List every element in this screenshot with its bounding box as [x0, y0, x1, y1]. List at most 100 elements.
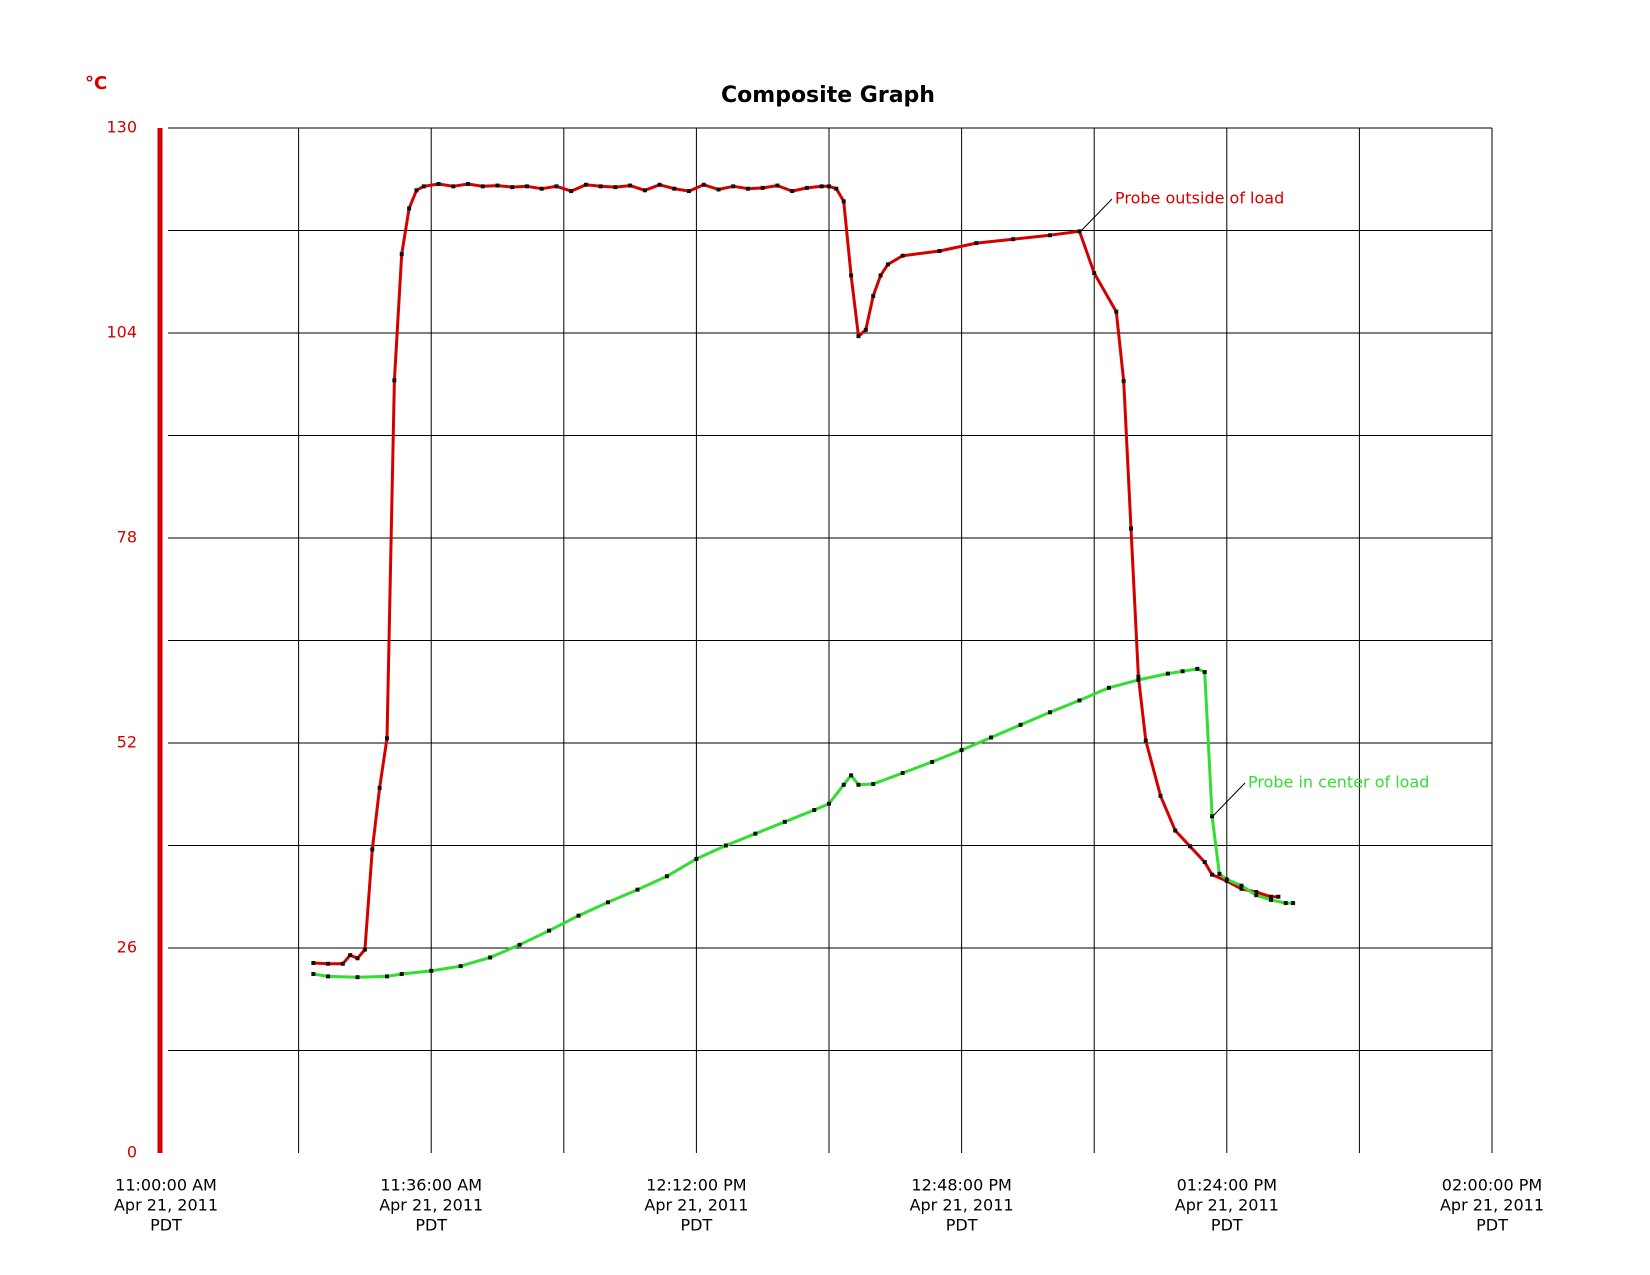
x-tick-label: PDT	[1211, 1216, 1243, 1235]
leader-line	[1079, 198, 1113, 233]
data-point	[466, 181, 471, 186]
data-point	[819, 184, 824, 189]
data-point	[429, 968, 434, 973]
data-point	[841, 199, 846, 204]
x-tick-label: PDT	[415, 1216, 447, 1235]
data-point	[959, 748, 964, 753]
data-point	[1291, 901, 1296, 906]
data-point	[1195, 666, 1200, 671]
chart-title: Composite Graph	[721, 83, 935, 108]
data-point	[1077, 229, 1082, 234]
y-tick-label: 0	[127, 1143, 137, 1162]
data-point	[370, 847, 375, 852]
data-point	[687, 189, 692, 194]
data-point	[421, 184, 426, 189]
data-point	[1173, 828, 1178, 833]
x-tick-label: 11:36:00 AM	[380, 1176, 482, 1195]
data-point	[539, 186, 544, 191]
leader-line	[1211, 782, 1246, 818]
data-point	[827, 801, 831, 806]
data-point	[1187, 844, 1192, 849]
x-tick-label: Apr 21, 2011	[1175, 1196, 1279, 1215]
data-point	[1283, 901, 1288, 906]
data-point	[849, 273, 854, 278]
x-tick-label: 12:48:00 PM	[911, 1176, 1011, 1195]
data-point	[1114, 309, 1119, 314]
y-tick-label: 52	[117, 733, 137, 752]
data-point	[1239, 883, 1244, 888]
data-point	[524, 184, 529, 189]
data-point	[495, 183, 500, 188]
x-tick-label: Apr 21, 2011	[644, 1196, 748, 1215]
data-point	[989, 735, 994, 740]
data-point	[547, 928, 552, 933]
x-tick-label: Apr 21, 2011	[1440, 1196, 1544, 1215]
data-point	[1048, 710, 1052, 715]
data-point	[1276, 894, 1281, 899]
x-tick-label: 12:12:00 PM	[646, 1176, 746, 1195]
data-point	[407, 206, 412, 211]
data-point	[1180, 669, 1185, 674]
data-point	[510, 185, 515, 190]
data-point	[1077, 698, 1082, 703]
data-point	[1269, 894, 1273, 899]
data-point	[1202, 860, 1207, 865]
data-point	[1136, 677, 1141, 682]
data-point	[856, 334, 861, 339]
data-point	[488, 955, 493, 960]
data-point	[804, 185, 809, 190]
data-point	[385, 736, 389, 741]
data-point	[598, 184, 603, 189]
data-point	[885, 262, 890, 267]
x-tick-label: Apr 21, 2011	[379, 1196, 483, 1215]
data-point	[399, 252, 404, 257]
data-point	[1048, 233, 1052, 238]
data-point	[937, 249, 942, 253]
y-tick-label: 130	[106, 118, 137, 137]
data-point	[856, 782, 861, 787]
data-point	[1269, 897, 1273, 902]
data-point	[790, 189, 795, 194]
data-point	[672, 186, 677, 191]
data-point	[930, 759, 935, 764]
data-point	[878, 273, 883, 278]
data-point	[1254, 890, 1259, 895]
data-point	[569, 189, 574, 194]
data-point	[657, 182, 662, 187]
data-point	[900, 253, 905, 258]
y-tick-label: 78	[117, 528, 137, 547]
data-point	[392, 378, 397, 383]
data-point	[694, 856, 699, 861]
data-point	[1092, 271, 1097, 276]
data-point	[1165, 671, 1170, 676]
data-point	[723, 843, 728, 848]
data-point	[1239, 886, 1244, 891]
data-point	[385, 974, 389, 979]
x-tick-label: 02:00:00 PM	[1442, 1176, 1542, 1195]
data-point	[760, 185, 765, 190]
series-label: Probe in center of load	[1248, 773, 1429, 792]
y-tick-label: 104	[106, 323, 137, 342]
data-point	[664, 874, 669, 879]
data-point	[1224, 877, 1229, 882]
data-point	[1217, 871, 1222, 876]
series-line	[313, 182, 1279, 966]
data-point	[362, 947, 367, 952]
data-point	[1136, 674, 1141, 679]
data-point	[716, 187, 721, 192]
y-tick-label: 26	[117, 938, 137, 957]
data-point	[326, 961, 331, 966]
data-point	[458, 964, 463, 969]
data-point	[1254, 893, 1259, 898]
series-label: Probe outside of load	[1115, 189, 1284, 208]
data-point	[642, 188, 647, 193]
data-point	[628, 183, 633, 188]
data-point	[340, 961, 345, 966]
data-point	[554, 184, 559, 189]
data-point	[782, 819, 787, 824]
data-point	[311, 960, 316, 965]
y-axis-label: °C	[85, 73, 107, 94]
data-point	[355, 956, 360, 961]
x-tick-label: PDT	[681, 1216, 713, 1235]
x-tick-label: 01:24:00 PM	[1177, 1176, 1277, 1195]
